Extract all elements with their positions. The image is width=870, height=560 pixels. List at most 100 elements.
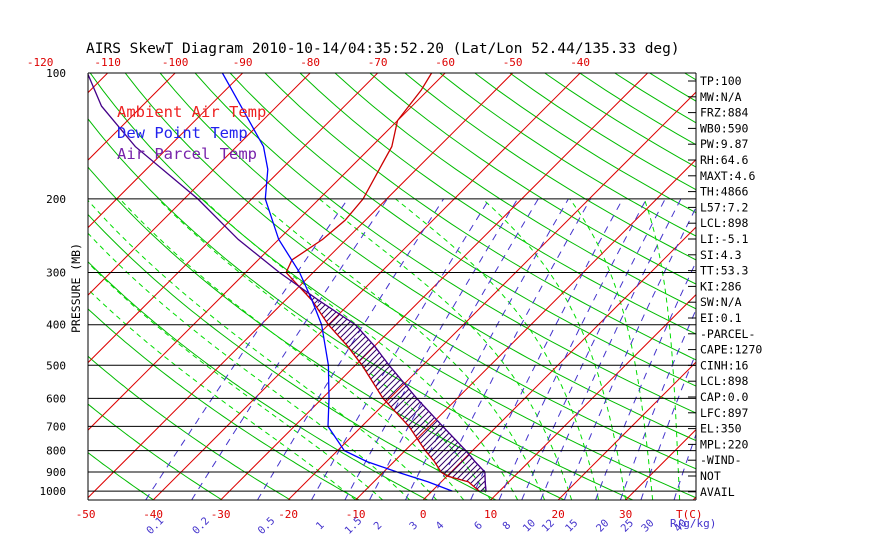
pressure-tick-label: 500 bbox=[46, 359, 66, 372]
dry-adiabat-line bbox=[299, 73, 696, 335]
moist-adiabat-line bbox=[643, 198, 681, 500]
moist-adiabat-line bbox=[88, 288, 356, 500]
pressure-tick-label: 400 bbox=[46, 319, 66, 332]
bottom-temp-tick-label: -30 bbox=[211, 508, 231, 521]
parameter-label: CINH:16 bbox=[700, 358, 749, 372]
parameter-label: SW:N/A bbox=[700, 295, 742, 309]
bottom-temp-tick-label: 20 bbox=[552, 508, 565, 521]
isotherm-line bbox=[88, 73, 446, 431]
mixing-ratio-line bbox=[257, 198, 445, 500]
profile-series bbox=[88, 73, 487, 492]
dry-adiabat-line bbox=[88, 452, 154, 500]
dry-adiabat-line bbox=[89, 73, 696, 499]
mixing-ratio-line bbox=[540, 198, 682, 500]
isotherm-line bbox=[287, 91, 696, 500]
x-axis-mixing-label: R(g/kg) bbox=[670, 517, 716, 530]
parameter-label: EI:0.1 bbox=[700, 311, 742, 325]
dry-adiabat-line bbox=[229, 73, 696, 387]
isotherm-line bbox=[220, 73, 648, 500]
bottom-temp-tick-label: 10 bbox=[484, 508, 497, 521]
parameter-label: MPL:220 bbox=[700, 437, 749, 451]
pressure-tick-label: 300 bbox=[46, 267, 66, 280]
top-temp-tick-label: -90 bbox=[233, 56, 253, 69]
parameter-label: CAP:0.0 bbox=[700, 390, 749, 404]
dry-adiabat-line bbox=[159, 73, 696, 442]
isotherm-line bbox=[88, 73, 243, 229]
parameter-label: MAXT:4.6 bbox=[700, 169, 755, 183]
top-temp-tick-label: -70 bbox=[368, 56, 388, 69]
chart-title: AIRS SkewT Diagram 2010-10-14/04:35:52.2… bbox=[86, 41, 680, 57]
top-temp-tick-label: -110 bbox=[94, 56, 121, 69]
parameter-label: FRZ:884 bbox=[700, 106, 749, 120]
mixing-ratio-line bbox=[311, 198, 490, 500]
top-temp-tick-label: -100 bbox=[162, 56, 189, 69]
parameter-label: KI:286 bbox=[700, 279, 742, 293]
dry-adiabat-line bbox=[88, 403, 223, 500]
pressure-tick-label: 800 bbox=[46, 445, 66, 458]
dry-adiabat-line bbox=[88, 166, 565, 500]
x-axis-temp-label: T(C) bbox=[676, 508, 703, 521]
moist-adiabat-line bbox=[318, 198, 573, 500]
mixing-ratio-line bbox=[595, 260, 696, 500]
isotherm-line bbox=[88, 73, 311, 296]
moist-adiabat-line bbox=[88, 199, 437, 500]
dry-adiabat-line bbox=[194, 73, 696, 414]
top-temp-tick-label: -50 bbox=[503, 56, 523, 69]
dry-adiabat-line bbox=[88, 355, 291, 500]
parcel-temp-line bbox=[88, 73, 487, 492]
isotherm-line bbox=[490, 293, 696, 500]
top-temp-tick-label: -80 bbox=[300, 56, 320, 69]
parameter-label: -WIND- bbox=[700, 453, 742, 467]
dry-adiabat-line bbox=[88, 261, 428, 500]
pressure-tick-label: 700 bbox=[46, 420, 66, 433]
parameter-label: CAPE:1270 bbox=[700, 343, 762, 357]
parameter-label: WB0:590 bbox=[700, 121, 749, 135]
parameter-label: LCL:898 bbox=[700, 216, 749, 230]
dry-adiabat-line bbox=[264, 73, 696, 361]
dewpoint-line bbox=[221, 73, 453, 492]
pressure-tick-label: 200 bbox=[46, 193, 66, 206]
mixing-ratio-line bbox=[521, 198, 666, 500]
parameter-label: LFC:897 bbox=[700, 406, 749, 420]
bottom-temp-tick-label: 0 bbox=[420, 508, 427, 521]
parameter-label: NOT bbox=[700, 469, 721, 483]
parameter-label: TT:53.3 bbox=[700, 264, 749, 278]
parameter-label: PW:9.87 bbox=[700, 137, 749, 151]
pressure-tick-label: 900 bbox=[46, 466, 66, 479]
legend: Ambient Air Temp Dew Point Temp Air Parcel… bbox=[117, 103, 266, 163]
pressure-tick-label: 1000 bbox=[40, 485, 67, 498]
bottom-temp-tick-label: -40 bbox=[143, 508, 163, 521]
isotherm-line bbox=[88, 73, 378, 364]
pressure-tick-label: 100 bbox=[46, 67, 66, 80]
legend-entry: Dew Point Temp bbox=[117, 124, 248, 142]
parameter-label: AVAIL bbox=[700, 485, 735, 499]
mixing-ratio-line bbox=[640, 351, 696, 500]
top-temp-tick-label: -120 bbox=[27, 56, 54, 69]
pressure-tick-label: 600 bbox=[46, 392, 66, 405]
parameter-label: -PARCEL- bbox=[700, 327, 755, 341]
parameter-label: LI:-5.1 bbox=[700, 232, 749, 246]
parameter-label: RH:64.6 bbox=[700, 153, 749, 167]
mixing-ratio-line bbox=[191, 198, 388, 500]
isotherm-line bbox=[152, 73, 581, 500]
moist-adiabat-line bbox=[88, 261, 383, 500]
parameter-label: TP:100 bbox=[700, 74, 742, 88]
mixing-ratio-line bbox=[563, 206, 696, 500]
parameter-label: LCL:898 bbox=[700, 374, 749, 388]
y-axis-label: PRESSURE (MB) bbox=[69, 243, 83, 333]
mixing-ratio-line bbox=[619, 308, 696, 500]
moist-adiabat-line bbox=[395, 198, 600, 500]
mixing-ratio-line bbox=[498, 198, 647, 500]
dry-adiabat-line bbox=[369, 73, 696, 285]
mixing-ratio-line bbox=[673, 432, 696, 500]
legend-entry: Ambient Air Temp bbox=[117, 103, 266, 121]
parameter-label: EL:350 bbox=[700, 422, 742, 436]
top-temp-tick-label: -40 bbox=[570, 56, 590, 69]
bottom-temp-tick-label: -10 bbox=[346, 508, 366, 521]
isobar-lines bbox=[88, 198, 696, 492]
bottom-temp-tick-label: 30 bbox=[619, 508, 632, 521]
bottom-temp-tick-label: -20 bbox=[278, 508, 298, 521]
dry-adiabat-line bbox=[88, 308, 360, 500]
